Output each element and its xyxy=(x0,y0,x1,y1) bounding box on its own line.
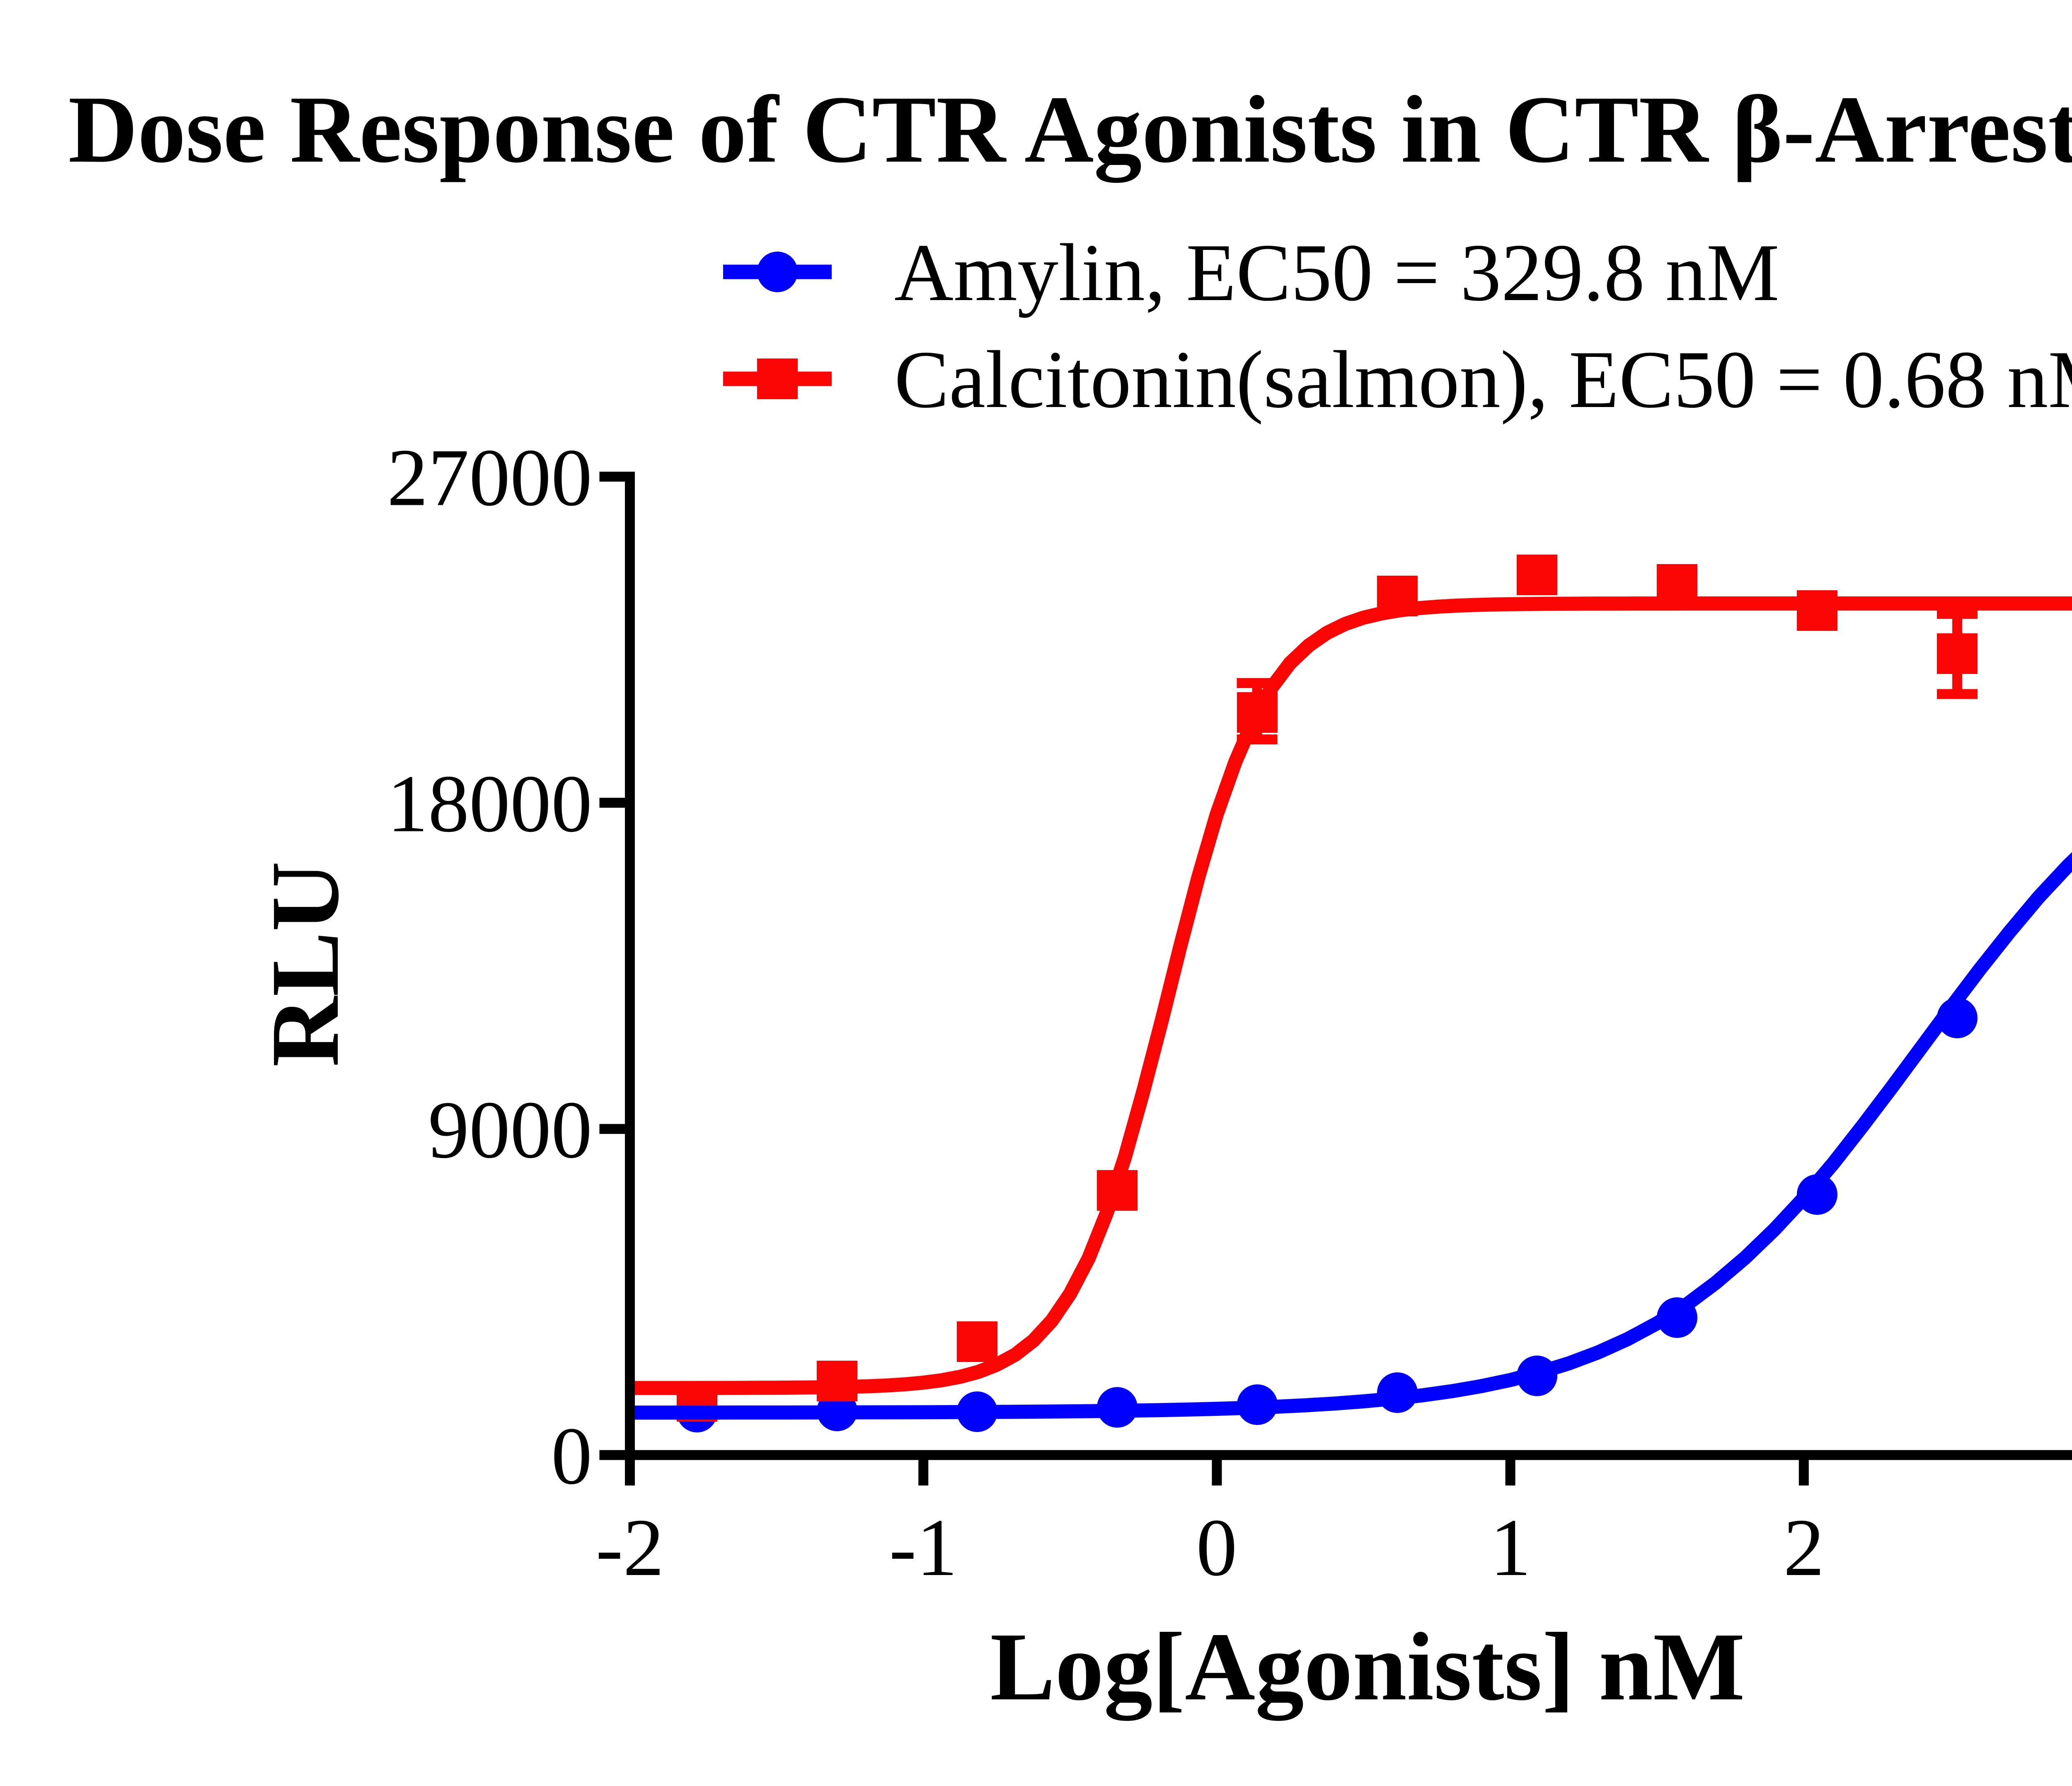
svg-text:27000: 27000 xyxy=(387,432,592,523)
svg-text:18000: 18000 xyxy=(387,758,592,849)
svg-text:Amylin, EC50 = 329.8 nM: Amylin, EC50 = 329.8 nM xyxy=(894,227,1779,318)
svg-text:-2: -2 xyxy=(596,1502,664,1593)
svg-text:-1: -1 xyxy=(889,1502,958,1593)
svg-text:0: 0 xyxy=(551,1410,592,1501)
svg-text:9000: 9000 xyxy=(428,1084,592,1175)
svg-text:Calcitonin(salmon), EC50 = 0.6: Calcitonin(salmon), EC50 = 0.68 nM xyxy=(894,334,2072,425)
svg-text:RLU: RLU xyxy=(251,861,359,1067)
svg-text:1: 1 xyxy=(1490,1502,1531,1593)
svg-text:Log[Agonists] nM: Log[Agonists] nM xyxy=(990,1613,1745,1721)
svg-text:0: 0 xyxy=(1196,1502,1237,1593)
svg-text:Dose Response of CTR Agonists: Dose Response of CTR Agonists in CTR β-A… xyxy=(68,76,2072,183)
svg-text:2: 2 xyxy=(1784,1502,1825,1593)
